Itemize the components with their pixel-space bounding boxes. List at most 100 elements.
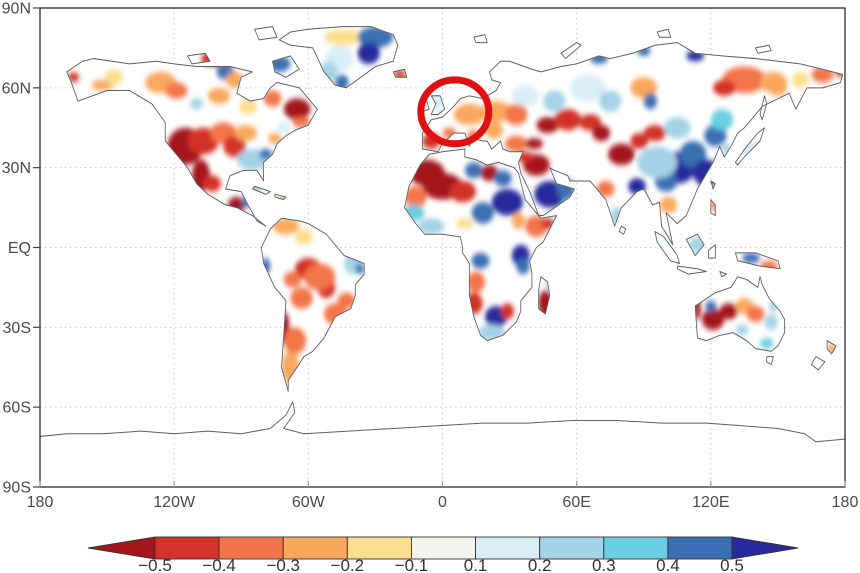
- data-cell: [543, 90, 566, 112]
- data-cell: [704, 125, 727, 147]
- data-cell: [223, 135, 246, 158]
- data-cell: [471, 252, 490, 269]
- data-cell: [516, 258, 530, 275]
- data-cell: [323, 29, 365, 46]
- data-cell: [268, 55, 291, 72]
- data-cell: [746, 306, 765, 323]
- data-cell: [505, 103, 528, 126]
- data-cell: [768, 300, 778, 312]
- data-cell: [599, 90, 622, 112]
- x-tick-label: 60E: [562, 494, 590, 511]
- anomaly-data-layer: [67, 26, 843, 384]
- data-cell: [525, 138, 544, 150]
- data-cell: [464, 292, 483, 315]
- data-cell: [207, 87, 231, 104]
- data-cell: [719, 303, 738, 320]
- data-cell: [455, 218, 474, 229]
- data-cell: [241, 53, 260, 70]
- x-tick-label: 60W: [292, 494, 326, 511]
- data-cell: [464, 162, 483, 179]
- data-cell: [713, 79, 736, 96]
- y-tick-label: 90S: [3, 480, 31, 497]
- data-cell: [592, 125, 611, 142]
- data-cell: [357, 42, 380, 64]
- data-cell: [165, 82, 188, 99]
- data-cell: [836, 66, 843, 78]
- data-cell: [701, 308, 725, 330]
- data-cell: [292, 117, 311, 128]
- data-cell: [478, 324, 506, 341]
- data-cell: [247, 183, 262, 195]
- colorbar-tick-label: −0.2: [331, 556, 365, 573]
- colorbar-tick-label: 0.3: [592, 556, 616, 573]
- data-cell: [554, 109, 582, 131]
- antarctica-coastline: [38, 400, 847, 444]
- data-cell: [768, 79, 787, 96]
- y-tick-label: 90N: [2, 1, 31, 18]
- data-cell: [505, 135, 528, 152]
- data-cell: [511, 212, 526, 229]
- data-cell: [337, 292, 356, 309]
- x-tick-label: 0: [438, 494, 447, 511]
- data-cell: [710, 109, 734, 131]
- data-cell: [263, 90, 282, 107]
- data-cell: [637, 146, 678, 179]
- colorbar-tick-label: −0.3: [266, 556, 300, 573]
- data-cell: [569, 74, 606, 102]
- colorbar-tick-label: 0.5: [720, 556, 744, 573]
- y-tick-label: 30N: [2, 160, 31, 177]
- data-cell: [234, 125, 257, 142]
- x-tick-label: 180: [27, 494, 54, 511]
- data-cell: [484, 122, 503, 139]
- data-cell: [630, 133, 649, 150]
- data-cell: [607, 143, 635, 166]
- colorbar: −0.5 −0.4 −0.3 −0.2 −0.1 0.1 0.2 0.3 0.4 0.5: [87, 536, 799, 573]
- data-cell: [357, 26, 394, 48]
- colorbar-tick-label: −0.1: [395, 556, 429, 573]
- data-cell: [283, 98, 311, 120]
- colorbar-tick-label: 0.2: [528, 556, 552, 573]
- data-cell: [268, 133, 282, 144]
- data-cell: [500, 303, 515, 320]
- data-cell: [578, 114, 602, 131]
- colorbar-tick-label: 0.1: [464, 556, 488, 573]
- data-cell: [404, 186, 427, 208]
- data-cell: [67, 72, 80, 82]
- data-cell: [393, 70, 407, 79]
- data-cell: [764, 314, 778, 330]
- data-cell: [259, 149, 273, 160]
- data-cell: [283, 271, 302, 288]
- colorbar-tick-label: −0.5: [138, 556, 172, 573]
- data-cell: [261, 258, 271, 275]
- data-cell: [659, 196, 678, 213]
- data-cell: [742, 252, 761, 264]
- data-cell: [303, 263, 336, 291]
- data-cell: [735, 324, 749, 336]
- data-cell: [643, 125, 667, 142]
- data-cell: [686, 50, 705, 62]
- europe-highlight-circle: [417, 76, 493, 148]
- x-tick-label: 120E: [692, 494, 729, 511]
- x-tick-label: 180: [832, 494, 859, 511]
- data-cell: [663, 117, 691, 139]
- data-cell: [493, 170, 512, 187]
- x-tick-label: 120W: [153, 494, 196, 511]
- data-cell: [203, 175, 222, 192]
- data-cell: [471, 202, 494, 224]
- y-tick-label: 30S: [3, 320, 31, 337]
- data-cell: [556, 178, 575, 200]
- data-cell: [453, 103, 485, 126]
- data-cell: [402, 204, 425, 221]
- data-cell: [417, 218, 445, 235]
- y-tick-label: 60N: [2, 80, 31, 97]
- data-cell: [467, 271, 485, 293]
- data-cell: [679, 141, 707, 168]
- colorbar-right-arrow: [731, 536, 799, 560]
- data-cell: [272, 218, 300, 235]
- data-cell: [277, 122, 291, 134]
- data-cell: [189, 98, 204, 110]
- data-cell: [294, 228, 313, 245]
- data-cell: [355, 263, 365, 275]
